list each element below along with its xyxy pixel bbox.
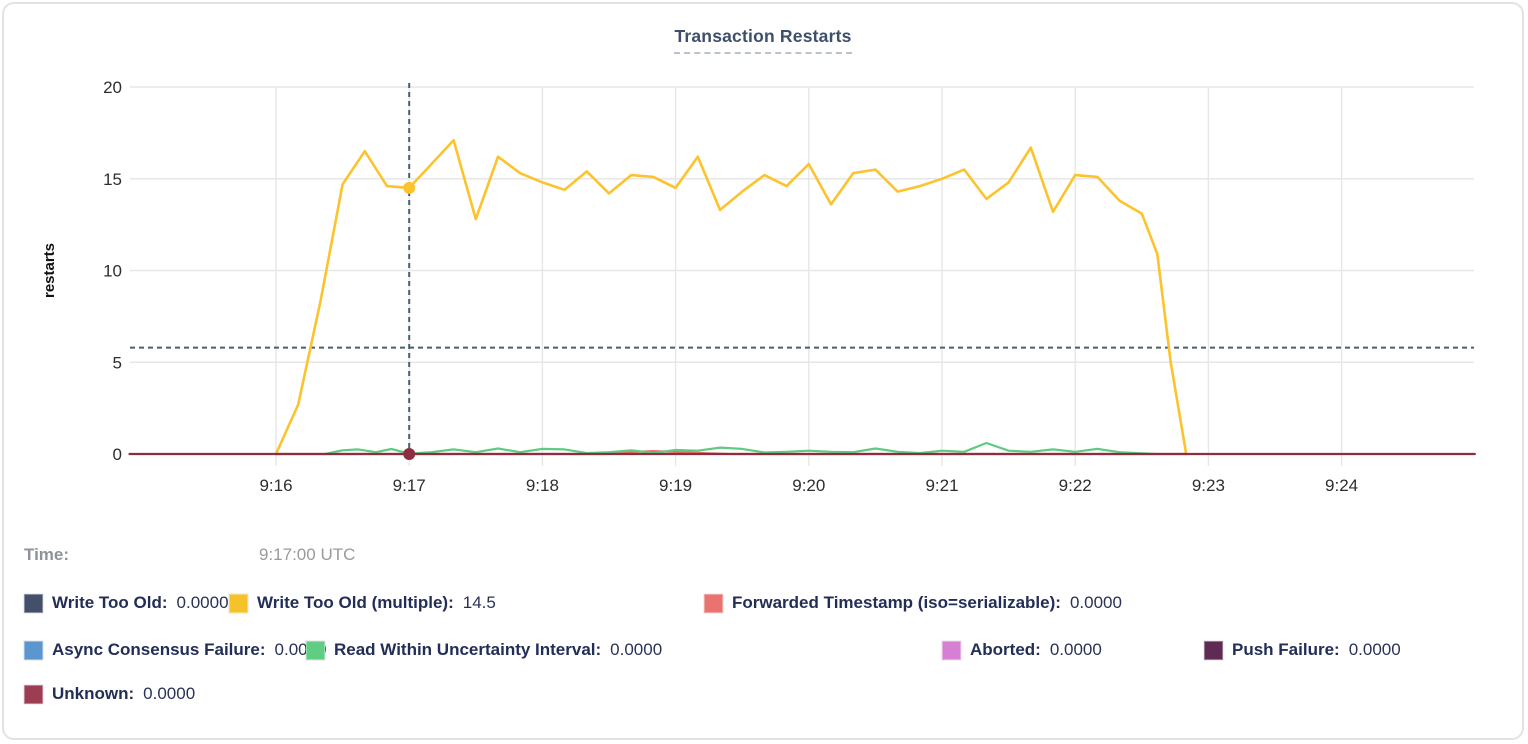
series-lines [128,138,1476,456]
time-label: Time: [24,545,70,564]
legend-series-value: 0.0000 [1049,640,1102,659]
svg-text:15: 15 [103,170,122,189]
chart-title-wrap: Transaction Restarts [4,26,1522,54]
legend-swatch [306,640,325,660]
svg-text:9:23: 9:23 [1192,476,1225,495]
axis-labels: 0 5 10 15 20 9:16 9:17 9:18 9:19 9:20 9:21 9:22 9:23… [103,78,1358,495]
legend-series-value: 0.0000 [1069,593,1122,612]
legend-item-write-too-old: Write Too Old: 0.0000 [24,593,229,613]
legend-series-label: Read Within Uncertainty Interval: [334,640,602,659]
time-row: Time: 9:17:00 UTC [24,545,355,565]
legend-swatch [1204,640,1223,660]
svg-text:9:19: 9:19 [659,476,692,495]
legend-series-label: Aborted: [970,640,1041,659]
hover-dot [403,181,416,194]
legend-swatch [24,684,43,704]
transaction-restarts-chart[interactable]: 0 5 10 15 20 9:16 9:17 9:18 9:19 9:20 9:21 9:22 9:23… [4,4,1524,514]
legend-series-value: 0.0000 [143,684,196,703]
legend-swatch [942,640,961,660]
chart-title[interactable]: Transaction Restarts [674,26,852,54]
legend-series-label: Push Failure: [1232,640,1340,659]
legend-item-forwarded-timestamp-iso-serializable: Forwarded Timestamp (iso=serializable): 0… [704,593,1122,613]
gridlines [130,86,1474,466]
svg-text:9:21: 9:21 [925,476,958,495]
legend-swatch [24,593,43,613]
y-axis-title: restarts [41,243,58,298]
legend-series-value: 0.0000 [1348,640,1401,659]
legend-item-async-consensus-failure: Async Consensus Failure: 0.0000 [24,640,327,660]
svg-text:10: 10 [103,262,122,281]
legend-series-value: 0.0000 [176,593,229,612]
legend-series-label: Async Consensus Failure: [52,640,266,659]
legend-swatch [229,593,248,613]
legend-item-push-failure: Push Failure: 0.0000 [1204,640,1401,660]
legend-series-value: 0.0000 [610,640,663,659]
crosshair [130,83,1474,454]
svg-text:20: 20 [103,78,122,97]
legend-series-label: Write Too Old: [52,593,168,612]
series-line-4 [323,441,1157,456]
legend-item-unknown: Unknown: 0.0000 [24,684,195,704]
legend-row: Unknown: 0.0000 [24,684,195,704]
legend-series-label: Write Too Old (multiple): [257,593,454,612]
legend-row: Async Consensus Failure: 0.0000 Read Withi… [24,640,1401,660]
legend-item-aborted: Aborted: 0.0000 [942,640,1204,660]
svg-text:9:17: 9:17 [393,476,426,495]
legend-swatch [704,593,723,613]
svg-text:9:22: 9:22 [1059,476,1092,495]
hover-dot [403,448,416,460]
legend-series-value: 14.5 [462,593,496,612]
svg-text:0: 0 [113,445,122,464]
legend-item-read-within-uncertainty-interval: Read Within Uncertainty Interval: 0.0000 [306,640,942,660]
svg-text:9:18: 9:18 [526,476,559,495]
svg-text:9:24: 9:24 [1325,476,1358,495]
time-value: 9:17:00 UTC [259,545,356,564]
legend-series-label: Unknown: [52,684,135,703]
legend-row: Write Too Old: 0.0000 Write Too Old (multi… [24,593,1122,613]
series-line-1 [274,138,1188,456]
legend-series-label: Forwarded Timestamp (iso=serializable): [732,593,1061,612]
svg-text:5: 5 [113,353,122,372]
svg-text:9:20: 9:20 [792,476,825,495]
svg-text:9:16: 9:16 [259,476,292,495]
legend-swatch [24,640,43,660]
legend-item-write-too-old-multiple: Write Too Old (multiple): 14.5 [229,593,704,613]
